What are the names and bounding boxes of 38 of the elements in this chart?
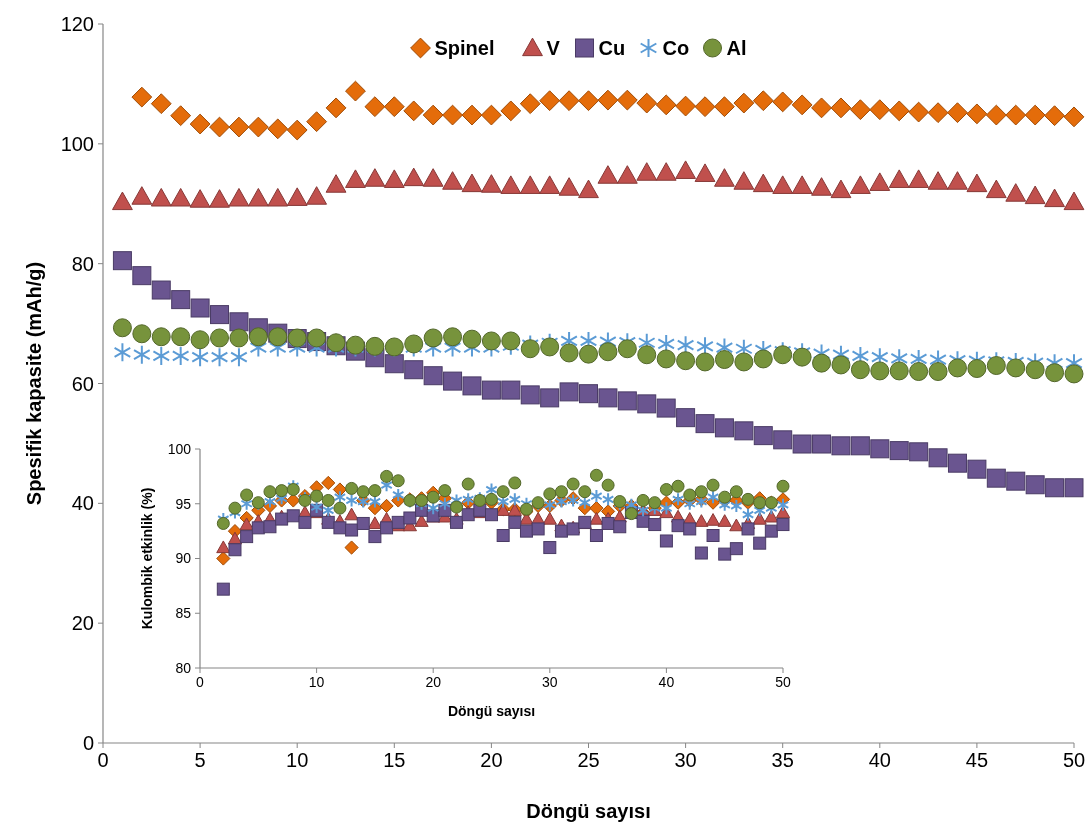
- y-tick-label: 100: [167, 440, 192, 457]
- y-tick-label: 20: [71, 612, 94, 635]
- x-tick-label: 50: [1062, 749, 1086, 771]
- x-tick-label: 0: [196, 674, 205, 691]
- x-tick-label: 15: [383, 749, 406, 771]
- x-tick-label: 20: [480, 749, 503, 771]
- x-tick-label: 20: [425, 674, 442, 691]
- x-tick-label: 50: [775, 674, 791, 691]
- y-tick-label: 100: [60, 132, 94, 155]
- y-tick-label: 0: [82, 732, 94, 754]
- y-axis-title: Kulombik etkinlik (%): [139, 487, 155, 630]
- x-tick-label: 40: [658, 674, 675, 691]
- y-tick-label: 40: [71, 492, 94, 515]
- y-tick-label: 80: [175, 659, 192, 676]
- x-axis-title: Döngü sayısı: [447, 703, 536, 719]
- y-tick-label: 90: [175, 550, 192, 567]
- x-tick-label: 10: [308, 674, 325, 691]
- x-tick-label: 45: [965, 749, 989, 771]
- y-axis-title: Spesifik kapasite (mAh/g): [23, 261, 45, 506]
- y-tick-label: 60: [71, 372, 94, 395]
- y-tick-label: 85: [175, 605, 192, 622]
- y-tick-label: 120: [60, 13, 94, 35]
- legend-label: Cu: [598, 37, 626, 59]
- x-axis-title: Döngü sayısı: [526, 800, 651, 822]
- x-tick-label: 5: [194, 749, 206, 771]
- x-tick-label: 30: [674, 749, 697, 771]
- y-tick-label: 80: [71, 252, 94, 275]
- legend-label: Al: [726, 37, 747, 59]
- legend-label: Spinel: [434, 37, 495, 59]
- x-tick-label: 30: [542, 674, 558, 691]
- x-tick-label: 25: [577, 749, 600, 771]
- legend-label: V: [546, 37, 561, 59]
- y-tick-label: 95: [175, 495, 192, 512]
- x-tick-label: 0: [97, 749, 109, 771]
- x-tick-label: 40: [868, 749, 891, 771]
- legend-label: Co: [662, 37, 690, 59]
- x-tick-label: 35: [771, 749, 794, 771]
- x-tick-label: 10: [286, 749, 309, 771]
